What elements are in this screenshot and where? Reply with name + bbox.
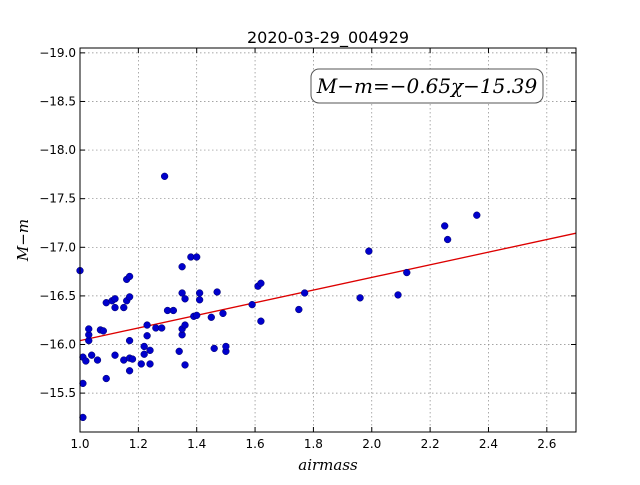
data-point <box>219 309 227 318</box>
data-point <box>79 379 87 388</box>
y-tick-labels: −15.5 −16.0 −16.5 −17.0 −17.5 −18.0 −18.5 −19.0 <box>39 46 76 400</box>
data-point <box>125 367 134 375</box>
x-tick-label: 1.2 <box>129 437 148 451</box>
data-point <box>178 263 186 271</box>
x-tick-label: 1.6 <box>246 437 265 451</box>
data-point <box>146 360 154 368</box>
data-point <box>120 303 128 312</box>
data-point <box>140 342 148 351</box>
data-point <box>128 355 137 363</box>
data-point <box>160 172 169 180</box>
x-tick-label: 2.6 <box>537 437 556 451</box>
y-tick-label: −18.5 <box>39 94 76 108</box>
data-point <box>473 211 481 219</box>
data-point <box>257 279 265 287</box>
data-point <box>181 295 189 303</box>
data-point <box>125 272 134 281</box>
data-point <box>82 357 90 365</box>
data-point <box>143 332 151 340</box>
x-tick-label: 1.8 <box>304 437 323 451</box>
data-point <box>158 324 166 332</box>
data-point <box>137 360 145 368</box>
data-point <box>169 306 178 315</box>
data-point <box>222 342 230 351</box>
x-tick-labels: 1.0 1.2 1.4 1.6 1.8 2.0 2.2 2.4 2.6 <box>70 437 556 451</box>
fit-annotation: M−m=−0.65χ−15.39 <box>310 68 544 104</box>
chart-title: 2020-03-29_004929 <box>247 28 409 48</box>
data-point <box>175 347 183 355</box>
data-point <box>257 317 265 325</box>
y-tick-label: −16.0 <box>39 338 76 352</box>
plot-frame <box>79 47 577 433</box>
x-axis-label: airmass <box>298 456 358 474</box>
data-point <box>195 289 204 297</box>
data-point <box>441 222 449 230</box>
data-point <box>143 321 151 329</box>
axis-ticks <box>79 48 576 432</box>
data-point <box>301 289 309 297</box>
y-tick-label: −17.0 <box>39 240 76 254</box>
x-tick-label: 2.4 <box>479 437 498 451</box>
data-points <box>76 172 481 422</box>
data-point <box>248 300 256 309</box>
data-point <box>193 311 201 319</box>
x-tick-label: 2.0 <box>362 437 381 451</box>
data-point <box>213 288 221 296</box>
y-axis-label: M−m <box>14 219 32 262</box>
annotation-box <box>310 68 544 104</box>
y-tick-label: −15.5 <box>39 386 76 400</box>
data-point <box>102 374 110 383</box>
data-point <box>79 413 87 422</box>
data-point <box>181 321 189 329</box>
y-tick-label: −18.0 <box>39 143 76 157</box>
data-point <box>443 235 452 244</box>
data-point <box>111 351 119 359</box>
data-point <box>93 356 102 364</box>
data-point <box>394 291 402 299</box>
fit-line-group <box>79 232 577 342</box>
fit-line <box>79 232 577 342</box>
data-point <box>140 350 148 358</box>
data-point <box>146 346 154 354</box>
data-point <box>99 327 107 335</box>
data-point <box>85 325 93 333</box>
data-point <box>111 295 119 303</box>
y-tick-label: −19.0 <box>39 46 76 60</box>
data-point <box>207 313 215 321</box>
data-point <box>365 247 373 255</box>
data-point <box>125 336 134 345</box>
data-point <box>195 296 204 304</box>
data-point <box>181 361 189 369</box>
data-point <box>88 351 96 359</box>
data-point <box>403 268 411 277</box>
data-point <box>295 305 303 314</box>
x-tick-label: 2.2 <box>421 437 440 451</box>
x-tick-label: 1.4 <box>187 437 206 451</box>
annotation-text: M−m=−0.65χ−15.39 <box>316 74 538 98</box>
data-point <box>111 303 119 312</box>
data-point <box>356 294 364 302</box>
y-tick-label: −16.5 <box>39 289 76 303</box>
data-point <box>125 293 134 301</box>
x-tick-label: 1.0 <box>70 437 89 451</box>
data-point <box>178 289 186 297</box>
y-tick-label: −17.5 <box>39 192 76 206</box>
data-point <box>210 344 218 353</box>
data-point <box>193 253 201 261</box>
